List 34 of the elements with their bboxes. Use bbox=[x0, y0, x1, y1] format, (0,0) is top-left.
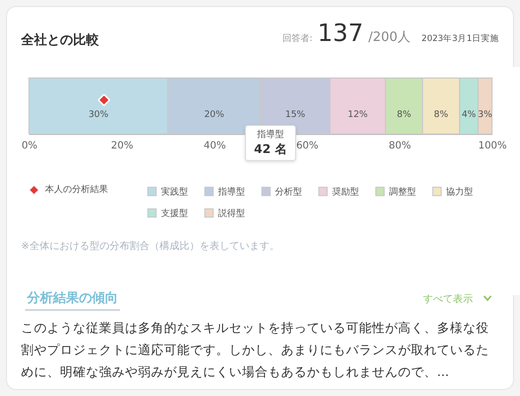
x-tick-label: 80% bbox=[388, 140, 412, 152]
data-label: 12% bbox=[348, 110, 368, 120]
text: 回答者: bbox=[282, 32, 313, 45]
legend-label: 指導型 bbox=[217, 186, 245, 198]
text: このような従業員は多角的なスキルセットを持っている可能性が高く、多様な役割やプロジェクトに適応可能です。しかし、あまりにもバランスが取れているために、明確な強みや弱みが見えにくい場合もあるかもしれませんので、... bbox=[21, 319, 490, 381]
legend-label: 奨励型 bbox=[332, 186, 359, 198]
legend-label: 実践型 bbox=[161, 186, 188, 198]
text: 本人の分析結果 bbox=[45, 184, 108, 196]
x-tick-label: 20% bbox=[110, 140, 134, 152]
legend-label: 説得型 bbox=[218, 208, 245, 219]
legend-label: 協力型 bbox=[446, 186, 473, 198]
legend-label: 調整型 bbox=[389, 186, 416, 198]
data-label: 30% bbox=[88, 110, 109, 120]
data-label: 3% bbox=[478, 110, 493, 120]
data-label: 4% bbox=[462, 110, 476, 120]
chart-title: 全社との比較 bbox=[21, 32, 99, 49]
text: /200人 bbox=[368, 29, 411, 46]
x-tick-label: 0% bbox=[22, 140, 38, 152]
x-tick-label: 40% bbox=[204, 140, 226, 152]
text: すべて表示 bbox=[423, 292, 473, 306]
data-label: 15% bbox=[285, 110, 306, 120]
x-tick-label: 100% bbox=[478, 140, 507, 152]
legend-label: 支援型 bbox=[161, 208, 188, 219]
data-label: 8% bbox=[434, 110, 449, 120]
text: 分析結果の傾向 bbox=[25, 289, 120, 311]
annotation: 指導型 bbox=[256, 128, 285, 141]
text: 42 名 bbox=[254, 141, 287, 158]
data-label: 8% bbox=[396, 110, 412, 120]
x-tick-label: 60% bbox=[296, 140, 318, 152]
text: 137 bbox=[318, 19, 364, 47]
text: 2023年3月1日実施 bbox=[422, 33, 499, 45]
data-label: 20% bbox=[204, 110, 225, 120]
legend-label: 分析型 bbox=[275, 186, 302, 198]
text: ※全体における型の分布割合（構成比）を表しています。 bbox=[21, 240, 280, 253]
